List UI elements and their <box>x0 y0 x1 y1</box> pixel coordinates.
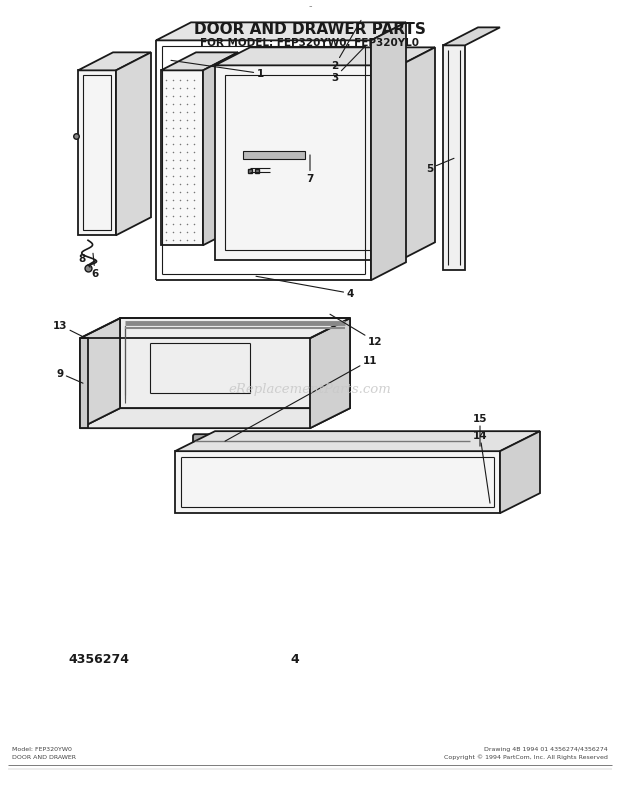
Polygon shape <box>400 48 435 261</box>
Text: 4: 4 <box>256 277 353 299</box>
Polygon shape <box>120 319 350 409</box>
Text: 15: 15 <box>472 414 487 446</box>
Polygon shape <box>175 451 500 513</box>
Polygon shape <box>371 23 406 281</box>
Text: FOR MODEL: FEP320YW0, FEP320YL0: FOR MODEL: FEP320YW0, FEP320YL0 <box>200 39 420 48</box>
Polygon shape <box>443 28 500 47</box>
Text: 9: 9 <box>56 369 83 384</box>
Polygon shape <box>215 48 435 67</box>
Polygon shape <box>80 409 350 429</box>
Text: 11: 11 <box>225 356 377 442</box>
Text: Drawing 4B 1994 01 4356274/4356274: Drawing 4B 1994 01 4356274/4356274 <box>484 746 608 751</box>
Text: 5: 5 <box>427 159 454 174</box>
Polygon shape <box>161 53 238 71</box>
Polygon shape <box>78 53 151 71</box>
Text: eReplacementParts.com: eReplacementParts.com <box>229 382 391 395</box>
Text: 7: 7 <box>306 156 314 184</box>
Polygon shape <box>80 319 120 429</box>
Polygon shape <box>175 432 540 451</box>
Polygon shape <box>443 47 465 271</box>
Text: 1: 1 <box>171 61 264 79</box>
Text: 13: 13 <box>53 321 82 336</box>
Text: 2: 2 <box>331 22 361 71</box>
Polygon shape <box>500 432 540 513</box>
Text: DOOR AND DRAWER PARTS: DOOR AND DRAWER PARTS <box>194 22 426 37</box>
FancyBboxPatch shape <box>193 434 472 449</box>
Ellipse shape <box>240 152 246 160</box>
Text: 3: 3 <box>331 47 366 84</box>
Text: Copyright © 1994 PartCom, Inc. All Rights Reserved: Copyright © 1994 PartCom, Inc. All Right… <box>444 753 608 759</box>
Polygon shape <box>80 339 88 429</box>
Polygon shape <box>203 53 238 246</box>
Text: 4356274: 4356274 <box>68 652 129 665</box>
Polygon shape <box>116 53 151 236</box>
Polygon shape <box>215 67 400 261</box>
Polygon shape <box>243 152 305 160</box>
Text: Model: FEP320YW0: Model: FEP320YW0 <box>12 746 72 751</box>
Text: -: - <box>308 2 312 11</box>
Polygon shape <box>78 71 116 236</box>
Polygon shape <box>161 71 203 246</box>
Text: 8: 8 <box>78 254 90 268</box>
Ellipse shape <box>302 152 308 160</box>
Polygon shape <box>156 23 406 41</box>
Text: 4: 4 <box>291 652 299 665</box>
Text: 12: 12 <box>330 315 383 347</box>
Text: DOOR AND DRAWER: DOOR AND DRAWER <box>12 754 76 759</box>
Text: 6: 6 <box>91 254 99 279</box>
Polygon shape <box>310 319 350 429</box>
Text: 14: 14 <box>472 430 490 503</box>
